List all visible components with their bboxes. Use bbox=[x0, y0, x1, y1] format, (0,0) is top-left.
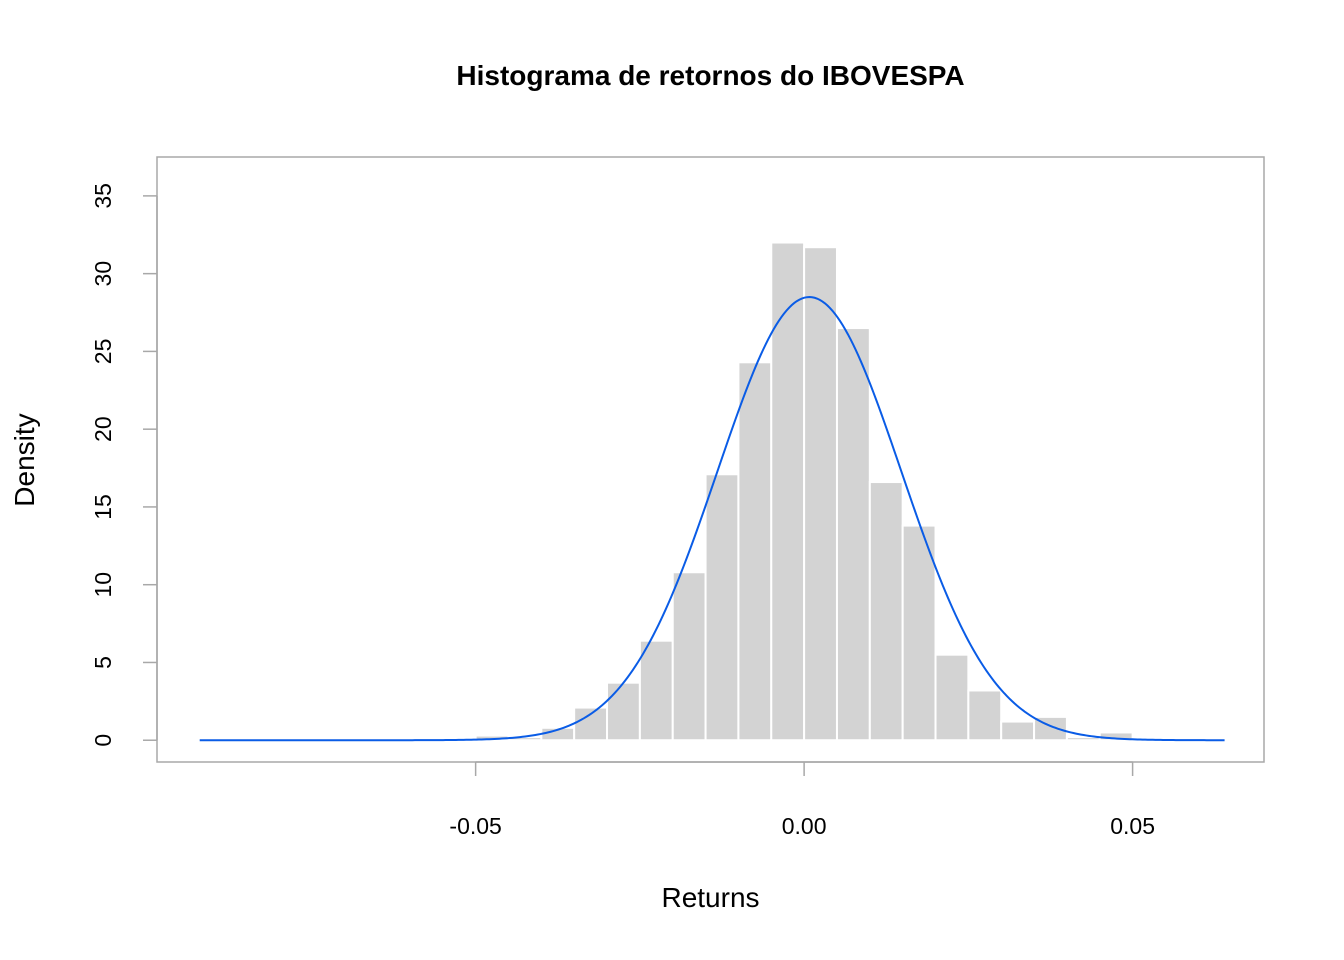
histogram-bar bbox=[901, 524, 937, 742]
histogram-bars bbox=[474, 241, 1134, 742]
chart-title: Histograma de retornos do IBOVESPA bbox=[456, 60, 965, 91]
y-tick-label: 30 bbox=[90, 261, 116, 287]
normal-curve-layer bbox=[199, 296, 1225, 742]
y-tick-label: 25 bbox=[90, 339, 116, 365]
y-axis-label: Density bbox=[9, 413, 40, 507]
histogram-bar bbox=[868, 481, 904, 742]
histogram-bar bbox=[573, 706, 609, 742]
x-axis-label: Returns bbox=[661, 882, 760, 913]
histogram-bar bbox=[803, 246, 838, 742]
histogram-bar bbox=[638, 639, 674, 742]
histogram-bar bbox=[934, 653, 970, 742]
histogram-bar bbox=[606, 681, 641, 742]
x-tick-label: -0.05 bbox=[449, 813, 501, 839]
histogram-bar bbox=[770, 241, 806, 742]
histogram-bar bbox=[704, 473, 740, 742]
y-tick-label: 10 bbox=[90, 572, 116, 598]
y-axis: 0 5 10 15 20 25 30 35 bbox=[90, 183, 158, 747]
histogram-bar bbox=[1000, 720, 1036, 742]
x-tick-label: 0.05 bbox=[1110, 813, 1155, 839]
y-tick-label: 35 bbox=[90, 183, 116, 209]
normal-density-curve bbox=[199, 296, 1225, 742]
y-tick-label: 5 bbox=[90, 656, 116, 669]
histogram-bar bbox=[671, 571, 707, 742]
y-tick-label: 0 bbox=[90, 734, 116, 747]
histogram-bar bbox=[737, 361, 773, 742]
x-tick-label: 0.00 bbox=[782, 813, 827, 839]
x-axis: -0.05 0.00 0.05 bbox=[449, 761, 1155, 839]
y-tick-label: 15 bbox=[90, 494, 116, 520]
y-tick-label: 20 bbox=[90, 416, 116, 442]
histogram-bar bbox=[967, 689, 1003, 742]
histogram-bar bbox=[835, 327, 871, 742]
